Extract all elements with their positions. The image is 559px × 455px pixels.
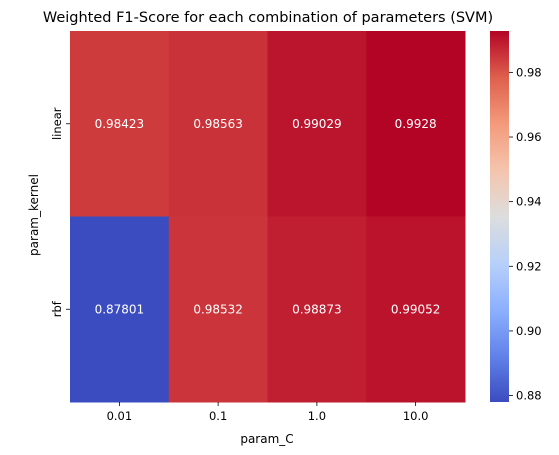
heatmap-cells: 0.98423 0.98563 0.99029 0.9928 0.87801 0.9853… (70, 31, 466, 403)
colorbar-tick-label: 0.96 (516, 130, 542, 144)
x-tick-label: 0.1 (209, 409, 227, 423)
cell-value-label: 0.98873 (292, 302, 342, 316)
x-tick-label: 0.01 (107, 409, 133, 423)
heatmap-cell (366, 216, 466, 403)
heatmap-cell (168, 31, 268, 217)
heatmap-cell (267, 31, 367, 217)
x-axis-label: param_C (240, 432, 293, 446)
cell-value-label: 0.99029 (292, 117, 342, 131)
y-axis-label: param_kernel (27, 174, 41, 256)
heatmap-cell (168, 216, 268, 403)
cell-value-label: 0.98532 (193, 302, 243, 316)
y-axis: linear rbf (50, 107, 70, 317)
chart-title: Weighted F1-Score for each combination o… (43, 10, 493, 26)
colorbar-tick-label: 0.90 (516, 324, 542, 338)
cell-value-label: 0.98563 (193, 117, 243, 131)
heatmap-cell (267, 216, 367, 403)
x-axis: 0.01 0.1 1.0 10.0 (107, 402, 429, 423)
cell-value-label: 0.99052 (391, 302, 441, 316)
x-tick-label: 10.0 (403, 409, 429, 423)
colorbar-tick-label: 0.98 (516, 65, 542, 79)
heatmap-cell (366, 31, 466, 217)
colorbar-tick-label: 0.88 (516, 389, 542, 403)
heatmap-cell (70, 31, 170, 217)
cell-value-label: 0.9928 (395, 117, 437, 131)
colorbar: 0.88 0.90 0.92 0.94 0.96 0.98 (490, 31, 542, 403)
y-tick-label: rbf (50, 300, 64, 317)
x-tick-label: 1.0 (308, 409, 326, 423)
cell-value-label: 0.98423 (95, 117, 145, 131)
colorbar-gradient (490, 31, 509, 402)
y-tick-label: linear (50, 107, 64, 140)
colorbar-tick-label: 0.94 (516, 195, 542, 209)
heatmap-cell (70, 216, 170, 403)
colorbar-tick-label: 0.92 (516, 259, 542, 273)
cell-value-label: 0.87801 (95, 302, 145, 316)
